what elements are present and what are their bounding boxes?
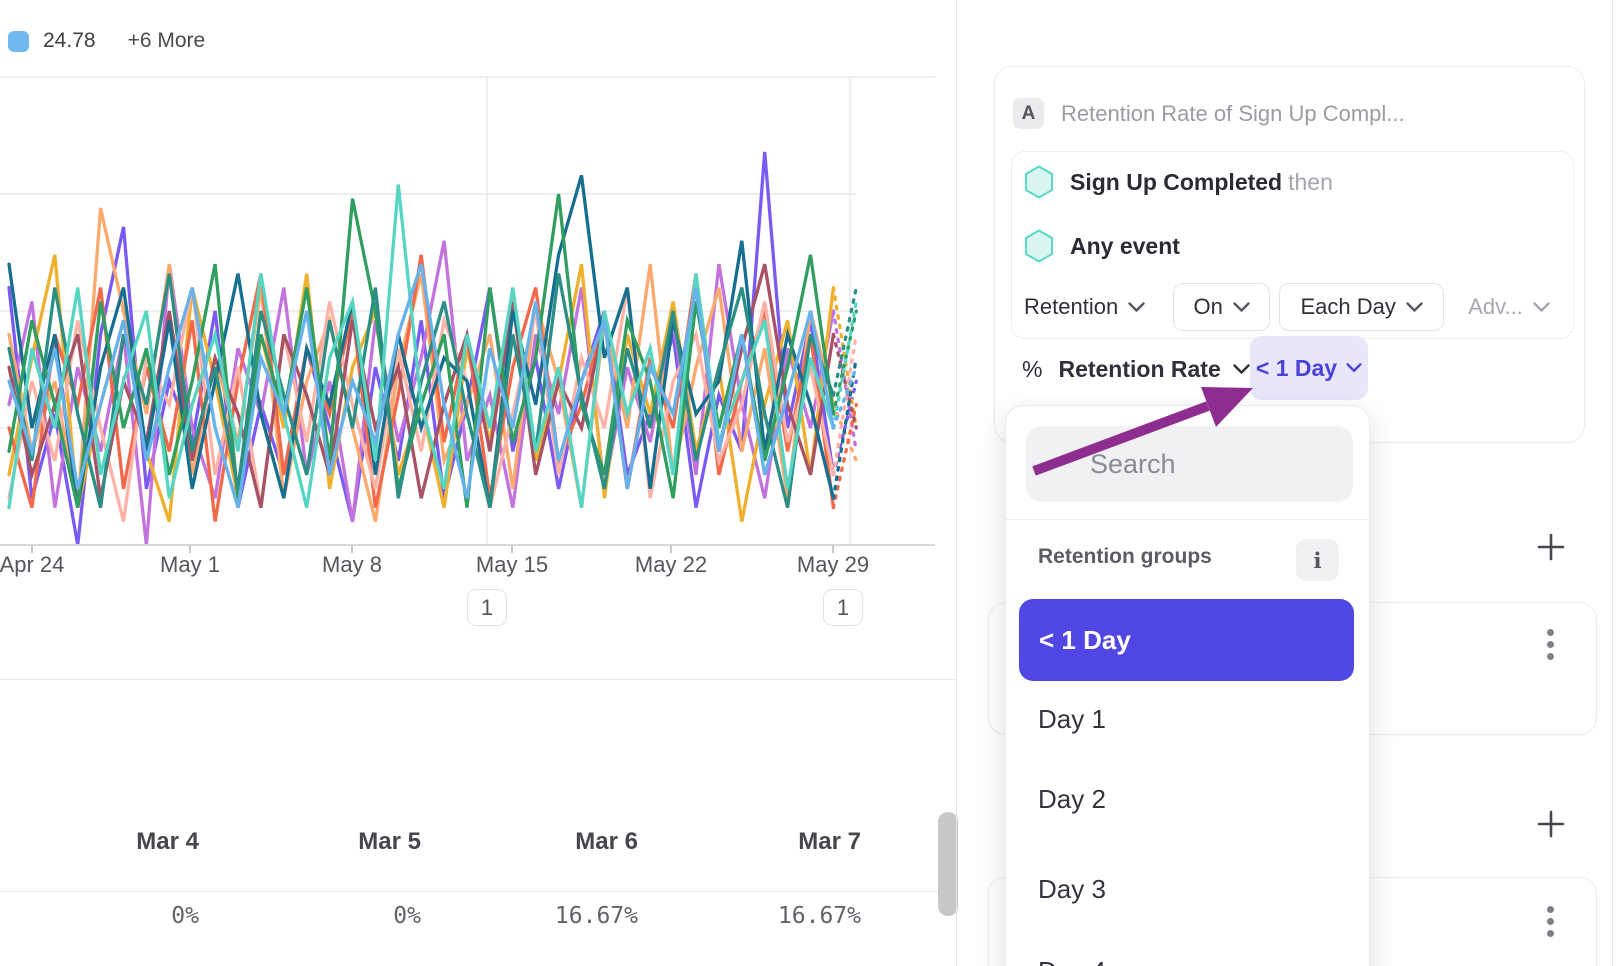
retention-controls-row: Retention On Each Day: [1024, 283, 1550, 331]
measure-row: % Retention Rate: [1022, 352, 1250, 386]
measure-dropdown[interactable]: Retention Rate: [1058, 356, 1250, 383]
add-metric-button[interactable]: [1536, 532, 1566, 562]
retention-type-dropdown[interactable]: Retention: [1024, 294, 1145, 320]
table-header: Mar 6: [575, 828, 638, 855]
x-axis-tick-label: May 15: [475, 552, 549, 577]
table-cell: 0%: [171, 903, 199, 929]
x-axis-tick-label: May 1: [160, 552, 220, 577]
chevron-down-icon: [1233, 363, 1250, 374]
x-axis-tick-label: Apr 24: [0, 552, 65, 577]
chevron-down-icon: [1533, 301, 1550, 312]
interval-dropdown[interactable]: Each Day: [1279, 283, 1445, 331]
metric-letter-badge: A: [1013, 98, 1044, 129]
x-axis-tick-label: May 8: [322, 552, 382, 577]
menu-item[interactable]: Day 1: [1038, 703, 1106, 734]
more-options-button[interactable]: [1547, 906, 1554, 937]
chevron-down-icon: [1406, 301, 1423, 312]
chevron-down-icon: [1233, 301, 1250, 312]
table-header-divider: [0, 891, 956, 892]
chevron-down-icon: [1346, 363, 1362, 372]
chart-legend[interactable]: 24.78 +6 More: [8, 28, 205, 54]
table-header: Mar 7: [798, 828, 861, 855]
legend-more[interactable]: +6 More: [127, 29, 206, 52]
event-row-first[interactable]: Sign Up Completed then: [1024, 165, 1333, 199]
event-name: Any event: [1070, 232, 1180, 259]
menu-item[interactable]: Day 3: [1038, 873, 1106, 904]
on-dropdown[interactable]: On: [1173, 283, 1271, 331]
legend-swatch[interactable]: [8, 30, 29, 52]
retention-group-menu: Retention groups i < 1 Day Day 1 Day 2 D…: [1005, 405, 1370, 966]
menu-item[interactable]: Day 2: [1038, 783, 1106, 814]
chart-annotation-badge[interactable]: 1: [823, 589, 863, 626]
table-cell: 16.67%: [554, 903, 638, 929]
table-cell: 16.67%: [777, 903, 861, 929]
event-hexagon-icon: [1025, 229, 1053, 263]
info-icon[interactable]: i: [1296, 539, 1339, 581]
event-name: Sign Up Completed: [1070, 168, 1283, 195]
vertical-scrollbar-thumb[interactable]: [938, 812, 958, 916]
legend-value[interactable]: 24.78: [43, 29, 96, 52]
advanced-dropdown[interactable]: Adv...: [1468, 294, 1550, 320]
event-hexagon-icon: [1025, 165, 1053, 199]
query-definition-card: A Retention Rate of Sign Up Compl... Sig…: [994, 66, 1585, 443]
add-metric-button[interactable]: [1536, 809, 1566, 839]
table-cell: 0%: [393, 903, 421, 929]
x-axis-tick-label: May 29: [796, 552, 870, 577]
x-axis-layer: Apr 24 May 1 May 8 May 15 May 22 May 29 1 1: [0, 0, 956, 680]
chevron-down-icon: [1128, 301, 1145, 312]
search-input[interactable]: [1026, 426, 1353, 502]
table-header: Mar 4: [136, 828, 199, 855]
table-header: Mar 5: [358, 828, 421, 855]
chart-annotation-badge[interactable]: 1: [467, 589, 507, 626]
panel-divider-vertical: [956, 0, 957, 966]
menu-divider: [1006, 519, 1369, 520]
retention-bucket-dropdown[interactable]: < 1 Day: [1250, 336, 1368, 400]
window-right-edge: [1612, 0, 1613, 966]
x-axis-tick-label: May 22: [634, 552, 708, 577]
event-suffix: then: [1288, 168, 1333, 195]
panel-divider-horizontal: [0, 679, 956, 680]
more-options-button[interactable]: [1547, 629, 1554, 660]
group-section-label: Retention groups: [1038, 545, 1212, 568]
event-row-return[interactable]: Any event: [1024, 229, 1180, 263]
metric-title[interactable]: Retention Rate of Sign Up Compl...: [1061, 101, 1405, 126]
percent-symbol: %: [1022, 355, 1043, 382]
retention-line-chart: [0, 76, 935, 553]
events-card: Sign Up Completed then Any event Retentio…: [1011, 151, 1574, 339]
menu-item[interactable]: Day 4: [1038, 953, 1106, 966]
menu-item-selected[interactable]: < 1 Day: [1019, 599, 1354, 681]
